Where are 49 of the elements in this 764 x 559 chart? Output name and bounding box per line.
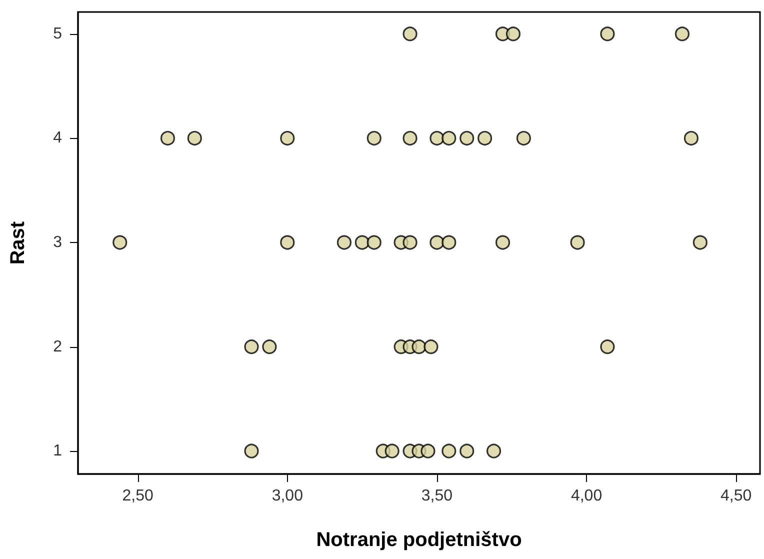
point	[495, 235, 510, 250]
point	[486, 444, 502, 458]
point	[506, 26, 521, 42]
x-axis-title: Notranje podjetništvo	[316, 529, 522, 551]
point	[402, 235, 418, 250]
point	[424, 339, 438, 354]
point	[412, 339, 426, 354]
point	[280, 130, 295, 146]
y-tick-label: 2	[53, 338, 62, 356]
point	[280, 235, 295, 250]
point	[336, 235, 352, 250]
point	[402, 130, 418, 146]
point	[366, 235, 382, 250]
point	[402, 26, 418, 42]
y-axis-title: Rast	[7, 220, 29, 265]
point	[674, 26, 690, 42]
point	[478, 130, 492, 146]
point	[600, 26, 615, 42]
x-tick-label: 4,00	[570, 488, 602, 504]
point	[516, 130, 531, 146]
point	[600, 339, 615, 354]
point	[430, 235, 444, 250]
point	[112, 235, 128, 250]
point	[570, 235, 585, 250]
point	[262, 339, 277, 354]
point	[442, 444, 456, 458]
point	[420, 444, 436, 458]
point	[692, 235, 708, 250]
y-tick-label: 1	[53, 442, 62, 460]
point	[160, 130, 176, 146]
point	[442, 130, 456, 146]
y-tick-label: 5	[53, 25, 62, 42]
x-tick-label: 3,50	[421, 488, 453, 504]
point	[244, 339, 259, 354]
y-tick-label: 3	[53, 234, 62, 251]
point	[442, 235, 456, 250]
x-tick-label: 4,50	[720, 488, 752, 504]
point	[244, 444, 259, 458]
point	[684, 130, 698, 146]
x-tick-label: 2,50	[122, 488, 154, 504]
point	[384, 444, 400, 458]
point	[354, 235, 370, 250]
point	[460, 130, 474, 146]
y-tick-label: 4	[53, 130, 62, 147]
point	[430, 130, 444, 146]
x-tick-label: 3,00	[272, 488, 304, 504]
point	[366, 130, 382, 146]
point	[187, 130, 202, 146]
point	[460, 444, 474, 458]
